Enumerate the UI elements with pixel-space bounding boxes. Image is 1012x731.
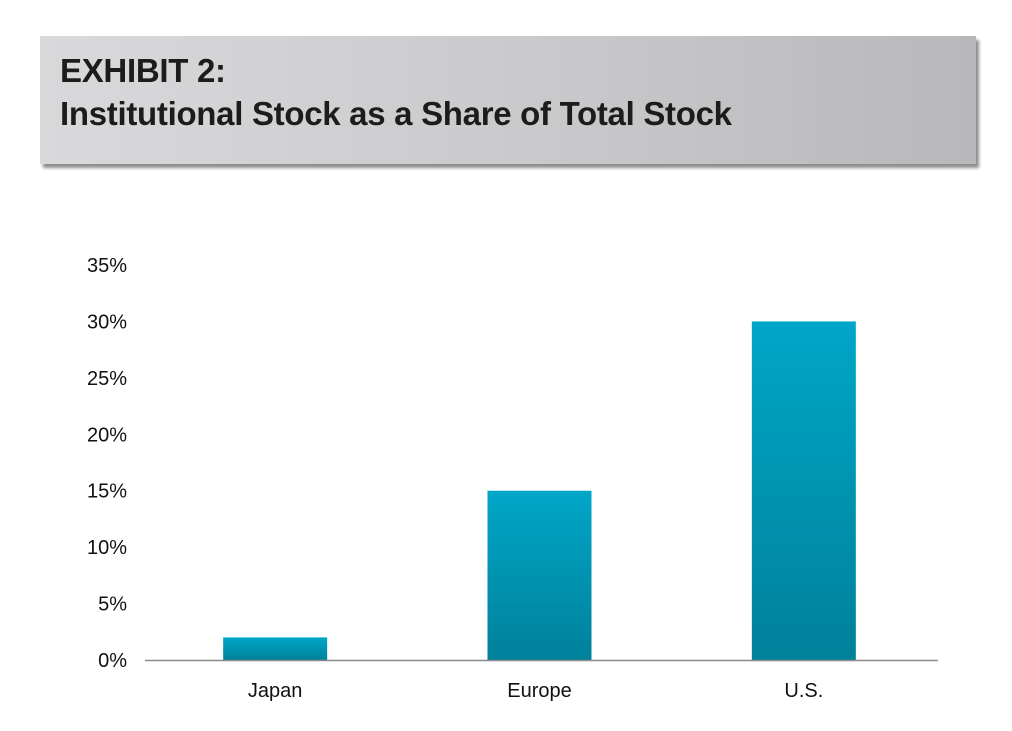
- y-tick-label: 35%: [87, 255, 127, 277]
- y-tick-label: 5%: [98, 594, 127, 616]
- y-tick-label: 0%: [98, 650, 127, 672]
- exhibit-header: EXHIBIT 2: Institutional Stock as a Shar…: [40, 36, 976, 164]
- bars: [223, 321, 856, 660]
- y-tick-label: 15%: [87, 481, 127, 503]
- bar-japan: [223, 637, 328, 660]
- y-axis-ticks: 0% 5% 10% 15% 20% 25% 30% 35%: [87, 255, 127, 672]
- y-tick-label: 25%: [87, 368, 127, 390]
- chart-title: Institutional Stock as a Share of Total …: [60, 95, 732, 132]
- bar-u-s: [751, 321, 856, 660]
- x-tick-label: Japan: [248, 680, 303, 702]
- y-tick-label: 20%: [87, 424, 127, 446]
- y-tick-label: 30%: [87, 311, 127, 333]
- x-axis-labels: Japan Europe U.S.: [248, 680, 823, 702]
- x-tick-label: U.S.: [784, 680, 823, 702]
- x-tick-label: Europe: [507, 680, 572, 702]
- bar-europe: [487, 490, 592, 660]
- y-tick-label: 10%: [87, 537, 127, 559]
- exhibit-label: EXHIBIT 2:: [60, 52, 226, 89]
